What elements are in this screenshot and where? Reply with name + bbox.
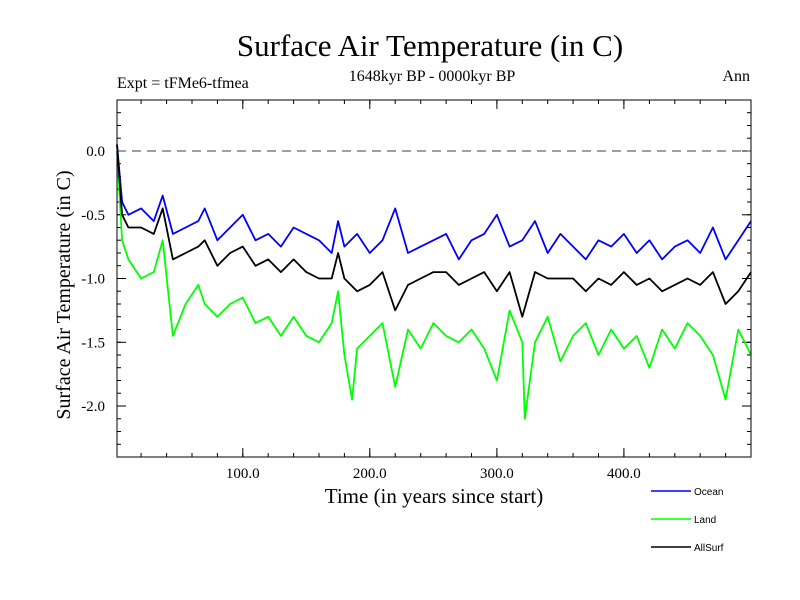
y-tick-label: -1.5 — [81, 335, 105, 351]
legend-label-ocean: Ocean — [694, 487, 723, 498]
season-label: Ann — [722, 68, 750, 85]
tick-layer: 0.0 -0.5 -1.0 -1.5 -2.0 100.0 200.0 300.0 400.0 — [81, 99, 751, 482]
y-tick-label: -2.0 — [81, 399, 105, 415]
y-axis-label: Surface Air Temperature (in C) — [53, 170, 75, 419]
legend-label-land: Land — [694, 515, 716, 526]
series-line-land — [116, 150, 752, 420]
series-line-ocean — [116, 144, 752, 261]
chart-title: Surface Air Temperature (in C) — [237, 28, 623, 63]
x-tick-label: 400.0 — [607, 466, 641, 482]
y-tick-label: -0.5 — [81, 208, 105, 224]
y-tick-label: 0.0 — [86, 144, 105, 160]
legend: Ocean Land AllSurf — [651, 487, 724, 554]
time-range-label: 1648kyr BP - 0000kyr BP — [349, 68, 516, 85]
series-layer — [116, 144, 752, 420]
plot-frame — [116, 99, 752, 458]
x-tick-label: 100.0 — [226, 466, 260, 482]
legend-label-allsurf: AllSurf — [694, 543, 724, 554]
y-tick-label: -1.0 — [81, 272, 105, 288]
x-tick-label: 300.0 — [480, 466, 514, 482]
x-tick-label: 200.0 — [353, 466, 387, 482]
experiment-label: Expt = tFMe6-tfmea — [117, 75, 249, 92]
series-line-allsurf — [116, 144, 752, 318]
x-axis-label: Time (in years since start) — [325, 484, 544, 508]
